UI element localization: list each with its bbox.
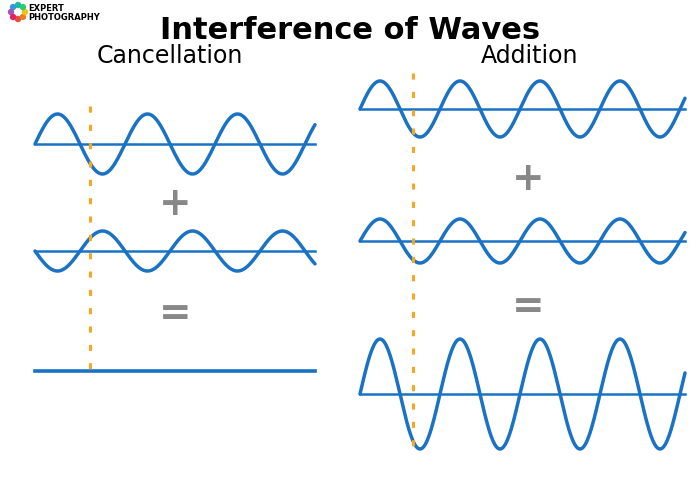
Circle shape	[10, 4, 15, 9]
Text: =: =	[512, 288, 545, 326]
Text: EXPERT: EXPERT	[28, 3, 64, 12]
Text: Cancellation: Cancellation	[97, 44, 243, 68]
Circle shape	[10, 14, 15, 19]
Circle shape	[22, 9, 27, 14]
Circle shape	[20, 14, 25, 19]
Circle shape	[20, 4, 25, 9]
Text: PHOTOGRAPHY: PHOTOGRAPHY	[28, 12, 99, 21]
Circle shape	[15, 16, 20, 21]
Text: Interference of Waves: Interference of Waves	[160, 16, 540, 45]
Circle shape	[15, 2, 20, 7]
Text: =: =	[159, 295, 191, 333]
Circle shape	[8, 9, 13, 14]
Text: Addition: Addition	[482, 44, 579, 68]
Text: +: +	[159, 185, 191, 223]
Text: +: +	[512, 160, 545, 198]
